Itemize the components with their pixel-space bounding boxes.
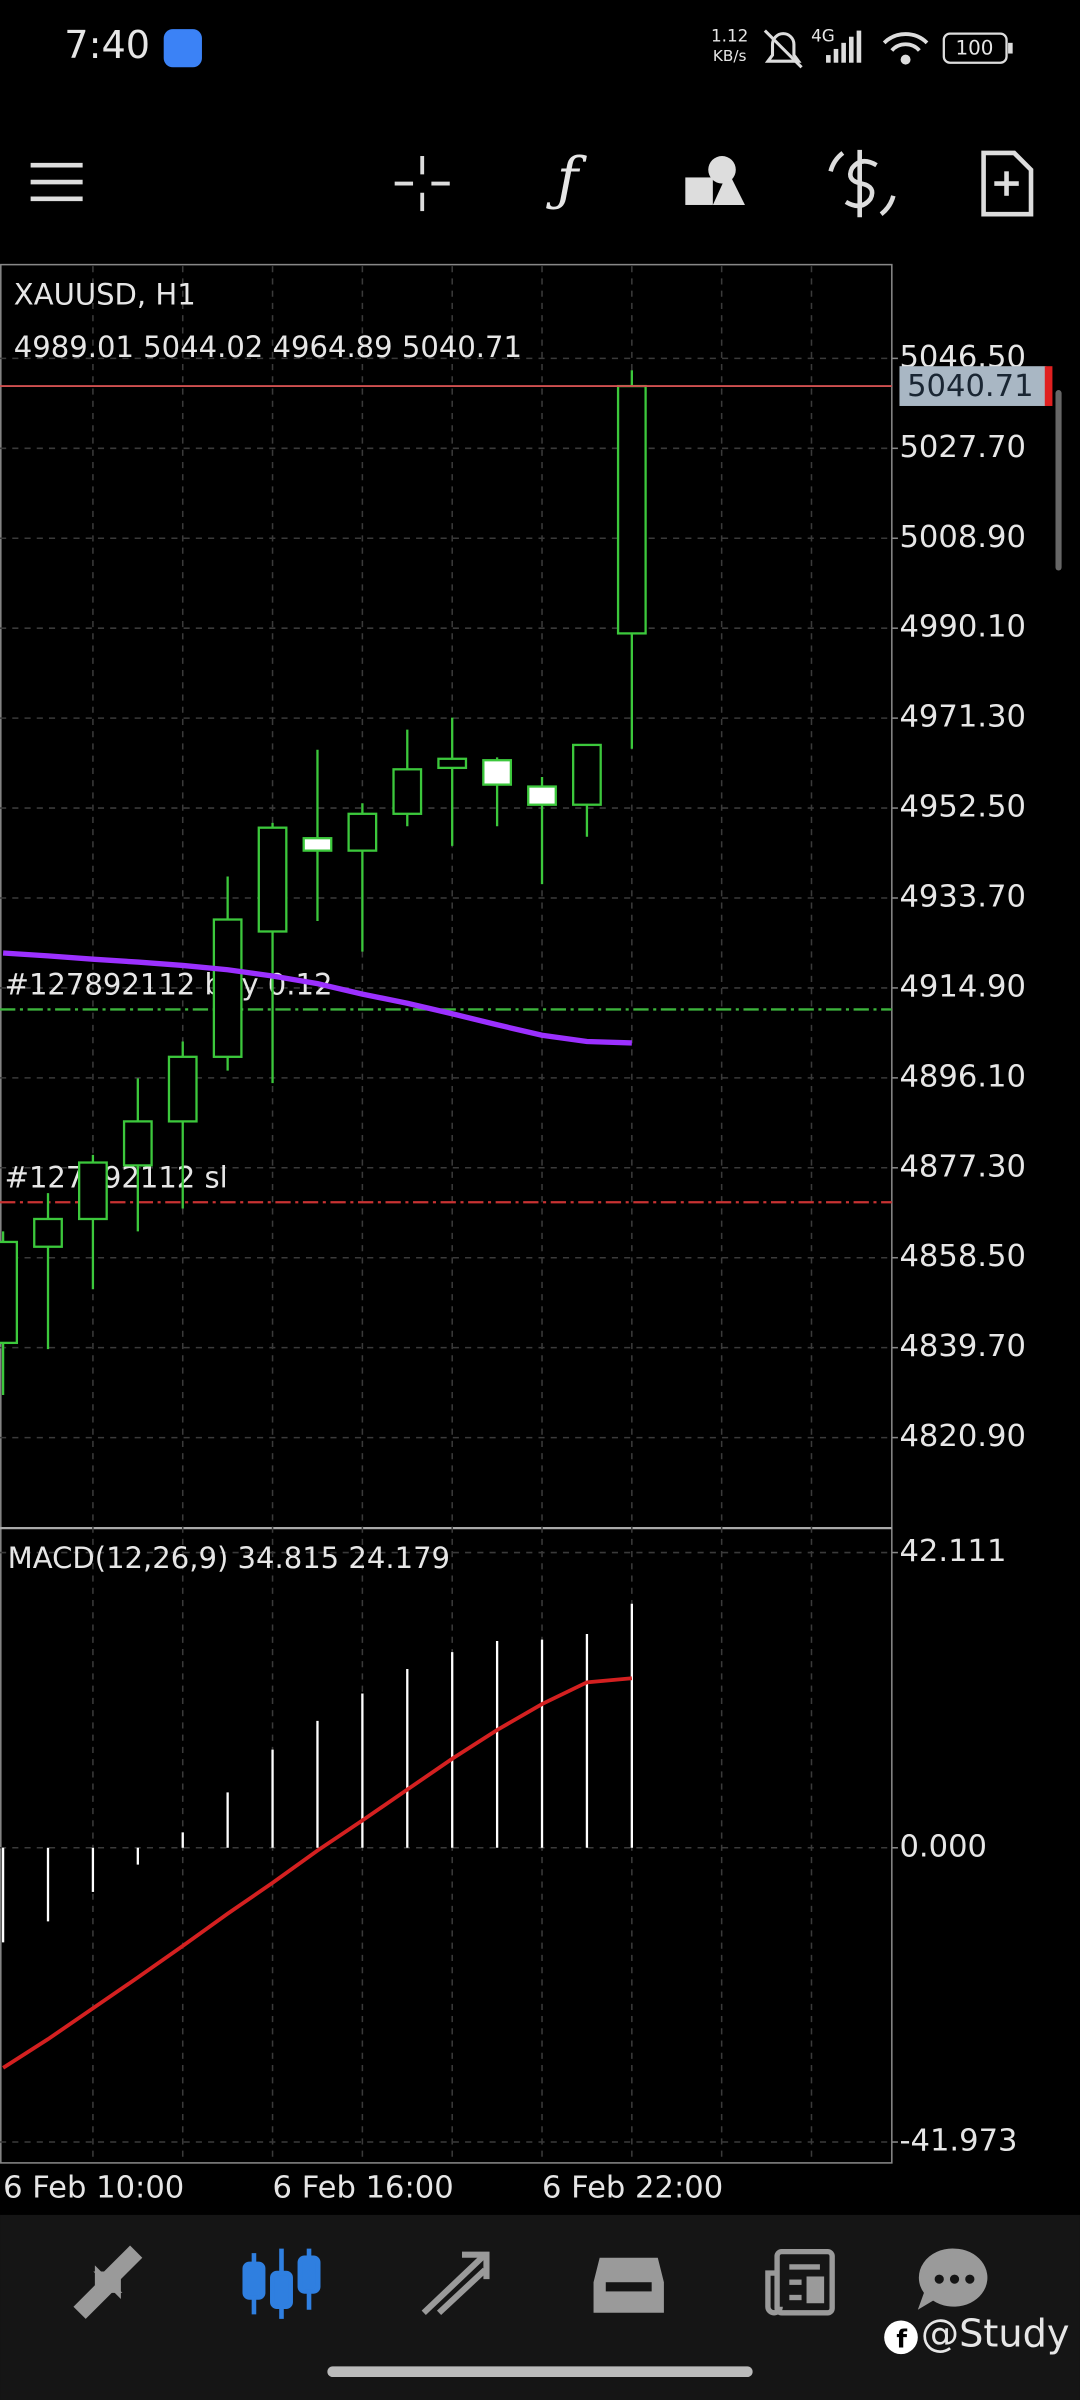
macd-readout: 34.815 (238, 1541, 340, 1575)
home-indicator (327, 2366, 753, 2378)
y-tick-label: 5008.90 (899, 520, 1025, 555)
candle-body (392, 768, 423, 815)
status-time: 7:40 (64, 24, 150, 68)
candle-body (616, 384, 647, 635)
y-tick-label: 42.111 (899, 1534, 1006, 1569)
news-tab[interactable] (765, 2248, 835, 2316)
candle-body (78, 1161, 108, 1221)
candle-body (257, 826, 288, 933)
net-speed: 1.12 (711, 26, 748, 46)
chart-tab[interactable] (242, 2248, 321, 2319)
moving-average (2, 950, 632, 1046)
objects-button[interactable] (685, 156, 745, 205)
candle-body (437, 757, 468, 770)
trade-level-label: #127892112 sl (5, 1160, 228, 1194)
candle-body (527, 785, 557, 806)
watermark-logo-f: f (896, 2324, 907, 2353)
ohlc-readout: 4989.01 5044.02 4964.89 5040.71 (14, 330, 522, 364)
y-tick-label: 4971.30 (899, 700, 1025, 735)
app-icon (163, 29, 202, 68)
quotes-tab[interactable] (73, 2245, 143, 2319)
y-tick-label: 0.000 (899, 1829, 987, 1864)
high-readout: 5044.02 (143, 330, 263, 364)
bid-label-box (899, 366, 1047, 406)
watermark-logo (884, 2320, 918, 2355)
trade-button[interactable] (828, 149, 896, 218)
y-tick-label: 5027.70 (899, 430, 1025, 465)
menu-button[interactable] (30, 162, 83, 202)
trade-tab[interactable] (421, 2251, 490, 2316)
x-tick-label: 6 Feb 16:00 (273, 2170, 454, 2205)
candle-body (572, 743, 602, 806)
history-tab[interactable] (593, 2257, 664, 2313)
candle-body (167, 1055, 198, 1123)
new-order-button[interactable] (981, 150, 1034, 217)
bid-marker (1044, 366, 1053, 406)
candle-body (347, 812, 378, 852)
candle-body (482, 759, 513, 786)
scrollbar (1055, 390, 1062, 571)
candle-body (33, 1217, 63, 1248)
low-readout: 4964.89 (273, 330, 393, 364)
signal-line (2, 1676, 633, 2070)
candle-body (0, 1240, 19, 1345)
bid-label: 5040.71 (907, 369, 1033, 404)
chart-frame (0, 263, 893, 2164)
y-tick-label: 4990.10 (899, 610, 1025, 645)
open-readout: 4989.01 (14, 330, 134, 364)
trade-level-label: #127892112 buy 0.12 (5, 968, 333, 1002)
candle-body (122, 1120, 153, 1167)
wifi-icon (882, 32, 929, 65)
close-readout: 5040.71 (402, 330, 522, 364)
x-tick-label: 6 Feb 22:00 (542, 2170, 723, 2205)
y-tick-label: 4858.50 (899, 1239, 1025, 1274)
watermark: @Study (921, 2312, 1070, 2356)
macd-title: MACD(12,26,9) 34.815 24.179 (8, 1541, 450, 1575)
signal-readout: 24.179 (348, 1541, 450, 1575)
y-tick-label: -41.973 (899, 2124, 1017, 2159)
battery-level: 100 (955, 36, 993, 59)
crosshair-button[interactable] (394, 156, 450, 212)
signal-icon (826, 30, 862, 63)
candle-body (212, 918, 243, 1058)
y-tick-label: 4952.50 (899, 790, 1025, 825)
battery-icon (942, 32, 1008, 64)
messages-tab[interactable] (917, 2248, 988, 2310)
y-tick-label: 4933.70 (899, 879, 1025, 914)
mute-icon (763, 29, 803, 69)
macd-name: MACD(12,26,9) (8, 1541, 229, 1575)
net-speed-unit: KB/s (713, 47, 747, 65)
chart-title: XAUUSD, H1 (14, 278, 196, 312)
y-tick-label: 4914.90 (899, 969, 1025, 1004)
chart-layer: 5046.505027.705008.904990.104971.304952.… (0, 266, 1053, 2205)
y-tick-label: 4820.90 (899, 1419, 1025, 1454)
y-tick-label: 4896.10 (899, 1059, 1025, 1094)
y-tick-label: 4839.70 (899, 1329, 1025, 1364)
candle-body (302, 837, 333, 852)
x-tick-label: 6 Feb 10:00 (3, 2170, 184, 2205)
network-type: 4G (811, 26, 835, 46)
battery-tip (1008, 42, 1013, 54)
y-tick-label: 4877.30 (899, 1149, 1025, 1184)
